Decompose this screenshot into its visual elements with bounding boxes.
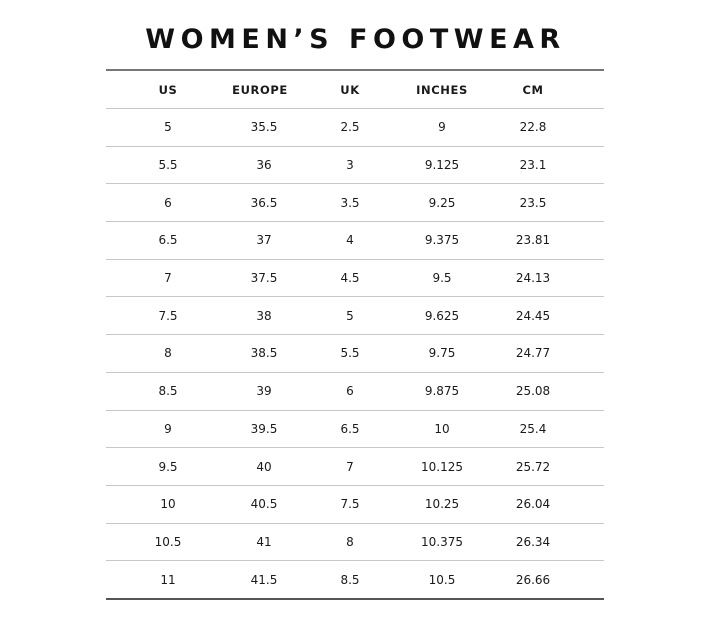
column-header-cm: CM (522, 82, 544, 97)
cell-inches: 10 (434, 421, 450, 436)
table-row: 10 40.5 7.5 10.25 26.04 (106, 486, 604, 524)
cell-inches: 9.25 (428, 195, 456, 210)
table-body: 5 35.5 2.5 9 22.8 5.5 36 3 9.125 23.1 6 36.5 3.5 9.25… (106, 109, 604, 600)
table-row: 5.5 36 3 9.125 23.1 (106, 147, 604, 185)
column-header-uk: UK (340, 82, 360, 97)
table-row: 9.5 40 7 10.125 25.72 (106, 448, 604, 486)
table-row: 5 35.5 2.5 9 22.8 (106, 109, 604, 147)
cell-cm: 24.45 (515, 308, 551, 323)
cell-europe: 40.5 (250, 497, 278, 512)
cell-us: 7.5 (158, 308, 178, 323)
cell-us: 6 (164, 195, 172, 210)
cell-europe: 37 (256, 233, 272, 248)
cell-inches: 9.875 (424, 384, 460, 399)
column-header-europe: EUROPE (232, 82, 288, 97)
cell-uk: 4.5 (340, 271, 360, 286)
table-row: 10.5 41 8 10.375 26.34 (106, 524, 604, 562)
table-row: 7.5 38 5 9.625 24.45 (106, 297, 604, 336)
cell-cm: 26.34 (515, 534, 551, 549)
cell-inches: 9.375 (424, 233, 460, 248)
cell-europe: 41.5 (250, 572, 278, 587)
cell-cm: 23.81 (515, 233, 551, 248)
cell-inches: 9 (438, 120, 446, 135)
cell-us: 9.5 (158, 459, 178, 474)
cell-inches: 10.375 (421, 534, 463, 549)
cell-us: 11 (160, 572, 176, 587)
cell-us: 7 (164, 271, 172, 286)
cell-us: 8.5 (158, 384, 178, 399)
cell-europe: 40 (256, 459, 272, 474)
table-row: 6 36.5 3.5 9.25 23.5 (106, 184, 604, 223)
cell-us: 5 (164, 120, 172, 135)
cell-europe: 41 (256, 534, 272, 549)
cell-uk: 8.5 (340, 572, 360, 587)
cell-cm: 25.08 (515, 384, 551, 399)
cell-inches: 10.25 (424, 497, 460, 512)
cell-cm: 22.8 (519, 120, 547, 135)
cell-inches: 9.5 (432, 271, 452, 286)
cell-us: 9 (164, 421, 172, 436)
cell-us: 5.5 (158, 158, 178, 173)
cell-uk: 6 (346, 384, 354, 399)
cell-us: 6.5 (158, 233, 178, 248)
cell-cm: 23.1 (519, 158, 547, 173)
table-row: 9 39.5 6.5 10 25.4 (106, 411, 604, 449)
cell-cm: 24.77 (515, 346, 551, 361)
cell-uk: 7 (346, 459, 354, 474)
table-row: 6.5 37 4 9.375 23.81 (106, 222, 604, 260)
column-header-us: US (158, 82, 178, 97)
cell-inches: 10.5 (428, 572, 456, 587)
cell-europe: 36.5 (250, 195, 278, 210)
cell-us: 10 (160, 497, 176, 512)
cell-cm: 24.13 (515, 271, 551, 286)
cell-us: 10.5 (154, 534, 182, 549)
cell-uk: 5 (346, 308, 354, 323)
cell-uk: 4 (346, 233, 354, 248)
cell-uk: 8 (346, 534, 354, 549)
page-title: WOMEN’S FOOTWEAR (145, 24, 566, 55)
cell-uk: 3.5 (340, 195, 360, 210)
cell-europe: 38.5 (250, 346, 278, 361)
table-row: 8 38.5 5.5 9.75 24.77 (106, 335, 604, 373)
cell-europe: 36 (256, 158, 272, 173)
cell-uk: 6.5 (340, 421, 360, 436)
table-top-rule (106, 69, 604, 71)
column-header-inches: INCHES (416, 82, 468, 97)
cell-europe: 39 (256, 384, 272, 399)
table-row: 8.5 39 6 9.875 25.08 (106, 373, 604, 411)
cell-cm: 26.04 (515, 497, 551, 512)
cell-cm: 25.72 (515, 459, 551, 474)
cell-uk: 7.5 (340, 497, 360, 512)
table-row: 11 41.5 8.5 10.5 26.66 (106, 561, 604, 600)
cell-inches: 9.125 (424, 158, 460, 173)
table-header-row: US EUROPE UK INCHES CM (106, 71, 604, 109)
cell-inches: 9.625 (424, 308, 460, 323)
cell-cm: 26.66 (515, 572, 551, 587)
cell-europe: 38 (256, 308, 272, 323)
cell-europe: 35.5 (250, 120, 278, 135)
cell-inches: 9.75 (428, 346, 456, 361)
cell-europe: 37.5 (250, 271, 278, 286)
cell-uk: 5.5 (340, 346, 360, 361)
cell-cm: 25.4 (519, 421, 547, 436)
table-row: 7 37.5 4.5 9.5 24.13 (106, 260, 604, 298)
cell-uk: 3 (346, 158, 354, 173)
cell-us: 8 (164, 346, 172, 361)
cell-uk: 2.5 (340, 120, 360, 135)
cell-inches: 10.125 (421, 459, 463, 474)
cell-europe: 39.5 (250, 421, 278, 436)
cell-cm: 23.5 (519, 195, 547, 210)
size-chart-table: US EUROPE UK INCHES CM 5 35.5 2.5 9 22.8 5.5 3… (106, 69, 604, 600)
